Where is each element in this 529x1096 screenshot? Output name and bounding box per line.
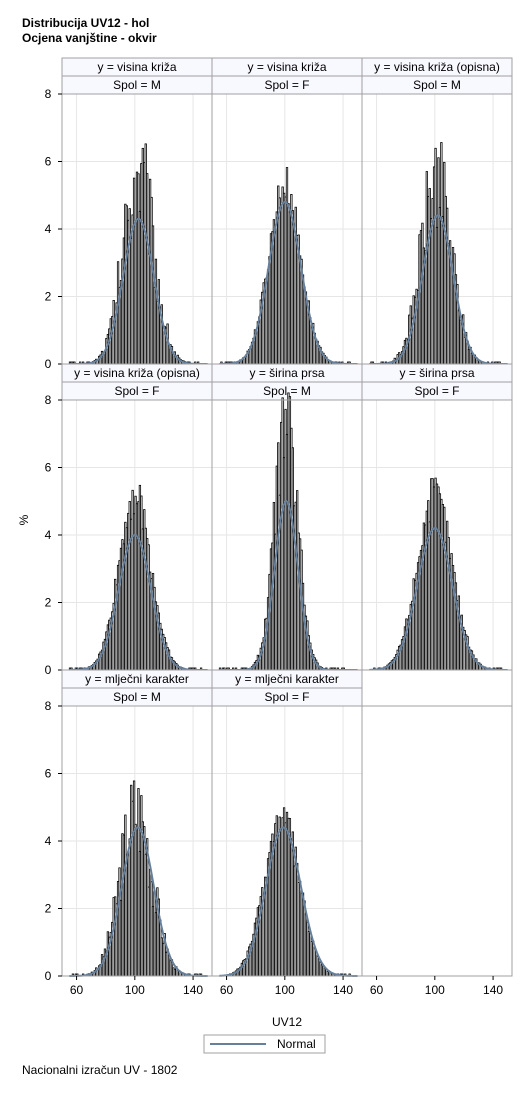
x-tick-label: 100 — [425, 983, 445, 997]
x-tick-label: 60 — [370, 983, 384, 997]
panel-header-trait: y = visina križa — [247, 60, 326, 74]
panel-header-sex: Spol = F — [414, 384, 459, 398]
panel-header-trait: y = širina prsa — [399, 366, 474, 380]
panel-header-sex: Spol = M — [113, 690, 161, 704]
panel-header-trait: y = visina križa (opisna) — [74, 366, 200, 380]
legend-label-normal: Normal — [277, 1037, 316, 1051]
panel-header-trait: y = visina križa (opisna) — [374, 60, 500, 74]
x-tick-label: 140 — [183, 983, 203, 997]
panel-frame — [211, 705, 363, 977]
y-tick-label: 4 — [45, 222, 52, 236]
y-tick-label: 6 — [45, 155, 52, 169]
y-tick-label: 0 — [45, 357, 52, 371]
normal-curve — [219, 200, 358, 365]
y-tick-label: 4 — [45, 834, 52, 848]
panel-header-sex: Spol = F — [114, 384, 159, 398]
normal-curve — [219, 826, 358, 977]
y-tick-label: 6 — [45, 767, 52, 781]
panel-header-sex: Spol = M — [113, 78, 161, 92]
panel-header-sex: Spol = M — [413, 78, 461, 92]
y-tick-label: 2 — [45, 596, 52, 610]
normal-curve — [69, 217, 208, 365]
panel-header-trait: y = širina prsa — [249, 366, 324, 380]
panel-header-sex: Spol = F — [264, 78, 309, 92]
chart-title: Distribucija UV12 - hol — [22, 16, 150, 30]
panel-header-trait: y = mlječni karakter — [85, 672, 189, 686]
panel-header-sex: Spol = M — [263, 384, 311, 398]
x-tick-label: 140 — [333, 983, 353, 997]
x-tick-label: 60 — [220, 983, 234, 997]
x-tick-label: 140 — [483, 983, 503, 997]
y-tick-label: 8 — [45, 87, 52, 101]
y-tick-label: 0 — [45, 663, 52, 677]
y-tick-label: 0 — [45, 969, 52, 983]
panel-header-trait: y = mlječni karakter — [235, 672, 339, 686]
y-tick-label: 2 — [45, 902, 52, 916]
y-tick-label: 6 — [45, 461, 52, 475]
x-axis-label: UV12 — [272, 1015, 302, 1029]
normal-curve — [69, 533, 208, 671]
normal-curve — [369, 214, 508, 365]
y-tick-label: 8 — [45, 699, 52, 713]
empty-header-cell — [361, 669, 513, 707]
normal-curve — [69, 826, 208, 977]
y-axis-label: % — [17, 514, 31, 525]
x-tick-label: 100 — [275, 983, 295, 997]
x-tick-label: 100 — [125, 983, 145, 997]
y-tick-label: 8 — [45, 393, 52, 407]
footnote: Nacionalni izračun UV - 1802 — [22, 1063, 178, 1077]
x-tick-label: 60 — [70, 983, 84, 997]
y-tick-label: 4 — [45, 528, 52, 542]
panel-header-trait: y = visina križa — [97, 60, 176, 74]
panel-header-sex: Spol = F — [264, 690, 309, 704]
normal-curve — [369, 527, 508, 671]
y-tick-label: 2 — [45, 290, 52, 304]
chart-subtitle: Ocjena vanjštine - okvir — [22, 31, 157, 45]
